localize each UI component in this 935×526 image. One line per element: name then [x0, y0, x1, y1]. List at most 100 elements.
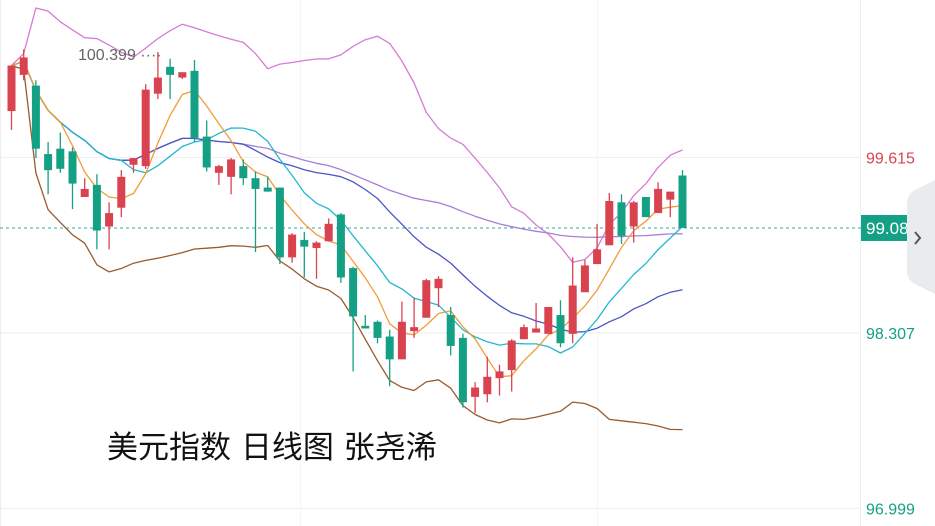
candle-body — [68, 151, 77, 184]
ma60-line — [11, 60, 683, 238]
candle — [227, 158, 236, 195]
candles — [7, 49, 687, 414]
scroll-right-button[interactable] — [907, 180, 935, 294]
candle-body — [434, 278, 443, 289]
candle — [568, 257, 577, 344]
candle — [214, 164, 223, 185]
candle — [458, 333, 467, 408]
candle-body — [556, 315, 565, 344]
candle — [544, 307, 553, 334]
candle — [153, 52, 162, 100]
candle-body — [593, 249, 602, 265]
candle-body — [580, 265, 589, 293]
high-price-label: 100.399 ···· — [78, 47, 162, 64]
candle-body — [483, 376, 492, 395]
candle — [410, 297, 419, 338]
candle — [178, 72, 187, 79]
candle-body — [202, 136, 211, 168]
candle-body — [605, 201, 614, 246]
candle-body — [422, 280, 431, 318]
candle — [580, 260, 589, 293]
candle-body — [641, 196, 650, 218]
candle-body — [31, 85, 40, 149]
current-price-label: 99.089 — [866, 219, 918, 238]
candle — [31, 80, 40, 159]
candle-body — [105, 213, 114, 227]
candle-body — [227, 159, 236, 177]
candle — [361, 315, 370, 329]
candle — [532, 302, 541, 333]
candle — [446, 307, 455, 356]
candle-body — [495, 371, 504, 379]
candle-body — [385, 336, 394, 360]
candle-body — [519, 327, 528, 340]
candle-body — [324, 223, 333, 242]
candle-body — [458, 337, 467, 403]
candle — [507, 339, 516, 392]
candle — [593, 223, 602, 265]
y-tick-label: 99.615 — [866, 150, 915, 167]
candle — [202, 120, 211, 172]
gridlines — [0, 0, 861, 526]
candle — [471, 382, 480, 414]
candle-body — [92, 184, 101, 231]
candle — [336, 213, 345, 283]
candle — [666, 191, 675, 218]
candle — [629, 201, 638, 243]
candle-body — [166, 66, 175, 75]
candle-body — [190, 70, 199, 138]
candle — [519, 324, 528, 340]
candle — [373, 320, 382, 344]
candle-body — [300, 239, 309, 247]
candle-body — [117, 176, 126, 208]
candle-body — [361, 325, 370, 329]
boll-upper-line — [11, 7, 683, 263]
y-tick-label: 96.999 — [866, 501, 915, 518]
candle — [19, 49, 28, 81]
candle-body — [214, 166, 223, 173]
candle-body — [44, 154, 53, 171]
candle-body — [654, 188, 663, 214]
candle — [117, 170, 126, 218]
candle-body — [678, 175, 687, 228]
candle — [397, 301, 406, 360]
candle-body — [239, 166, 248, 179]
candle — [678, 170, 687, 228]
candle — [312, 241, 321, 279]
candle — [190, 60, 199, 142]
candle-body — [568, 285, 577, 334]
candle-body — [410, 327, 419, 332]
candle-body — [288, 234, 297, 258]
candle — [251, 171, 260, 252]
boll-lower-line — [11, 64, 683, 431]
candle — [349, 266, 358, 372]
candle — [44, 141, 53, 195]
candle — [7, 65, 16, 130]
candle — [68, 147, 77, 210]
candle — [605, 192, 614, 246]
candle — [56, 132, 65, 173]
candle-body — [80, 188, 89, 197]
candle-body — [275, 187, 284, 258]
candle-body — [263, 187, 272, 192]
candle — [141, 84, 150, 169]
candle-body — [336, 214, 345, 278]
candle — [434, 276, 443, 308]
candle — [166, 58, 175, 100]
y-tick-label: 98.307 — [866, 326, 915, 343]
y-axis-ticks: 99.615 98.307 96.999 — [866, 150, 915, 518]
candle-body — [56, 148, 65, 169]
candle — [385, 329, 394, 387]
candle — [105, 202, 114, 250]
candle-body — [129, 158, 138, 165]
candle-body — [471, 387, 480, 397]
candle-body — [629, 202, 638, 227]
candle — [80, 178, 89, 197]
chart-caption: 美元指数 日线图 张尧浠 — [107, 430, 437, 466]
candle — [483, 356, 492, 403]
candle — [556, 300, 565, 348]
candle-body — [666, 191, 675, 200]
candle — [275, 187, 284, 265]
candle — [263, 176, 272, 192]
